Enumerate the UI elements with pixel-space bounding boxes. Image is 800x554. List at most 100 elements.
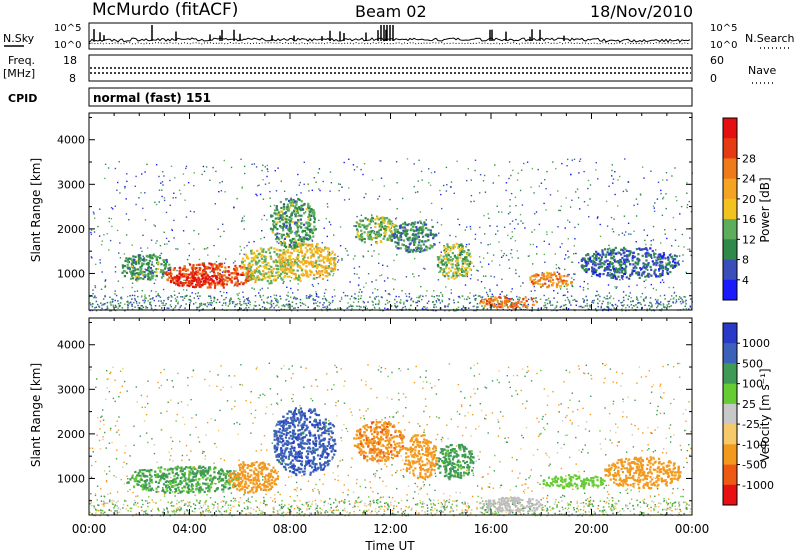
noise-point xyxy=(609,271,611,274)
data-point xyxy=(422,228,425,231)
data-point xyxy=(374,222,377,225)
data-point xyxy=(536,279,539,282)
data-point xyxy=(367,231,370,234)
near-range-point xyxy=(261,306,264,308)
data-point xyxy=(391,231,394,234)
noise-point xyxy=(312,285,315,287)
noise-point xyxy=(446,184,448,186)
near-range-point xyxy=(228,300,231,302)
noise-point xyxy=(239,245,241,248)
noise-point xyxy=(241,187,243,189)
data-point xyxy=(265,263,268,266)
data-point xyxy=(283,217,286,220)
data-point xyxy=(559,276,562,279)
noise-point xyxy=(519,189,522,192)
noise-point xyxy=(393,259,395,262)
data-point xyxy=(207,266,210,269)
noise-point xyxy=(135,300,138,303)
data-point xyxy=(296,269,299,272)
data-point xyxy=(664,267,667,270)
near-range-point xyxy=(610,295,612,297)
near-range-point xyxy=(106,301,109,304)
noise-point xyxy=(664,298,666,300)
noise-point xyxy=(358,266,361,268)
data-point xyxy=(172,268,175,271)
noise-point xyxy=(507,213,510,215)
data-point xyxy=(178,278,181,281)
data-point xyxy=(296,245,299,248)
noise-point xyxy=(656,302,658,304)
near-range-point xyxy=(189,295,191,298)
data-point xyxy=(378,233,381,236)
noise-point xyxy=(253,288,255,290)
data-point xyxy=(563,281,566,284)
noise-point xyxy=(299,301,301,304)
data-point xyxy=(300,260,303,263)
data-point xyxy=(413,221,417,224)
noise-point xyxy=(587,288,589,290)
data-point xyxy=(419,247,422,250)
data-point xyxy=(615,260,618,263)
near-range-point xyxy=(554,307,556,309)
noise-point xyxy=(387,277,389,279)
data-point xyxy=(356,234,360,237)
noise-point xyxy=(551,304,554,306)
data-point xyxy=(327,260,330,263)
data-point xyxy=(370,230,373,233)
near-range-point xyxy=(259,308,261,310)
data-point xyxy=(161,272,165,275)
data-point xyxy=(306,228,309,231)
data-point xyxy=(459,256,462,259)
data-point xyxy=(595,253,598,256)
noise-point xyxy=(546,507,548,509)
data-point xyxy=(253,271,256,274)
noise-point xyxy=(238,292,240,294)
noise-point xyxy=(223,262,226,264)
noise-point xyxy=(568,221,571,223)
data-point xyxy=(315,265,318,268)
noise-point xyxy=(384,463,386,465)
noise-point xyxy=(514,240,517,242)
noise-point xyxy=(226,292,228,294)
data-point xyxy=(620,271,623,274)
noise-point xyxy=(485,291,488,294)
noise-point xyxy=(104,163,107,165)
noise-point xyxy=(224,191,226,193)
data-point xyxy=(159,256,162,260)
data-point xyxy=(587,253,590,256)
noise-point xyxy=(145,305,147,308)
near-range-point xyxy=(596,294,598,297)
data-point xyxy=(457,246,460,249)
noise-point xyxy=(253,163,256,165)
near-range-point xyxy=(149,303,151,305)
data-point xyxy=(455,264,458,267)
data-point xyxy=(669,271,672,274)
data-point xyxy=(198,263,201,266)
data-point xyxy=(645,247,648,250)
noise-point xyxy=(311,189,313,191)
near-range-point xyxy=(572,299,574,301)
data-point xyxy=(311,232,314,235)
data-point xyxy=(280,206,283,210)
data-point xyxy=(548,275,551,278)
near-range-point xyxy=(645,297,647,299)
data-point xyxy=(632,251,635,254)
noise-point xyxy=(641,307,643,309)
data-point xyxy=(503,299,507,303)
data-point xyxy=(185,281,188,284)
noise-point xyxy=(153,224,155,226)
data-point xyxy=(315,245,318,248)
noise-point xyxy=(444,309,446,312)
noise-point xyxy=(365,282,367,284)
near-range-point xyxy=(164,304,166,307)
data-point xyxy=(164,262,167,265)
data-point xyxy=(186,268,189,271)
data-point xyxy=(164,265,167,268)
data-point xyxy=(328,273,331,276)
noise-point xyxy=(416,301,418,304)
data-point xyxy=(281,267,284,270)
noise-point xyxy=(266,164,268,167)
data-point xyxy=(317,256,320,259)
noise-point xyxy=(322,180,324,183)
noise-point xyxy=(377,198,379,200)
